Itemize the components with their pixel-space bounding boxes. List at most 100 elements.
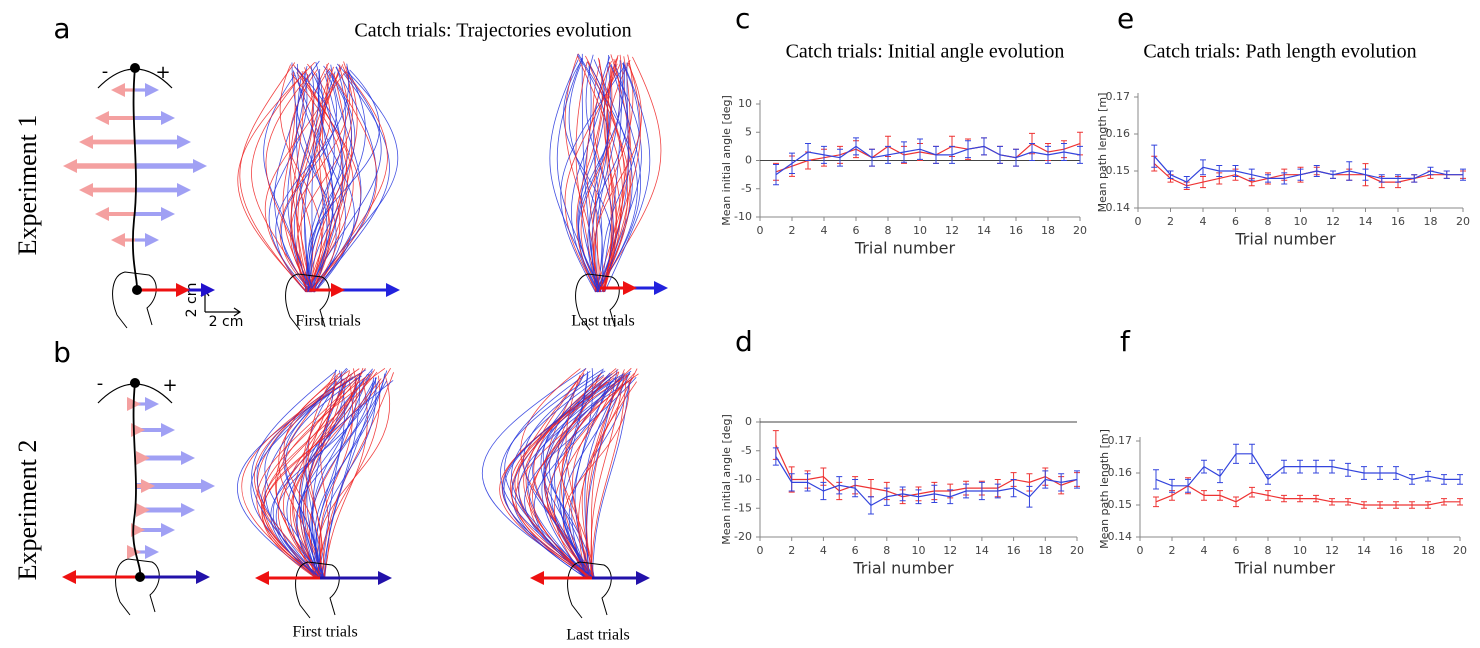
cursor-path [131, 67, 138, 291]
x-tick-label: 6 [1233, 544, 1240, 557]
error-bar [1297, 494, 1303, 503]
arrow-head [79, 135, 93, 149]
arrow-head [161, 111, 175, 125]
trajectory [593, 56, 611, 293]
trajectory [604, 60, 641, 293]
arrow-head [127, 545, 141, 559]
error-bar [901, 141, 907, 163]
y-tick-label: 5 [745, 125, 752, 138]
trajectory [261, 367, 366, 579]
y-tick-label: -10 [734, 210, 752, 223]
trajectory [314, 70, 388, 293]
trajectory [303, 376, 367, 579]
trajectory [294, 66, 343, 293]
series-line [775, 142, 1081, 173]
error-bar [1313, 459, 1319, 474]
arrow-head [177, 135, 191, 149]
error-bar [1217, 469, 1223, 484]
x-tick-label: 10 [1294, 215, 1308, 228]
trajectory [265, 73, 313, 293]
trajectory [595, 60, 621, 293]
trajectory [313, 73, 390, 293]
trajectory [251, 369, 338, 579]
trajectory [261, 377, 358, 579]
error-bar [1345, 462, 1351, 477]
y-tick-label: 0 [745, 415, 752, 428]
trajectory [310, 380, 375, 579]
error-bar [1183, 176, 1190, 189]
x-tick-label: 2 [789, 224, 796, 237]
trajectory [290, 61, 351, 293]
panel-letter: a [53, 12, 70, 45]
x-tick-label: 4 [821, 224, 828, 237]
error-bar [885, 145, 891, 164]
x-tick-label: 20 [1073, 224, 1087, 237]
trajectory [317, 370, 373, 579]
trajectory [597, 57, 629, 293]
experiment-label: Experiment 2 [13, 440, 42, 581]
arrow-head [111, 233, 125, 247]
error-bar [1077, 145, 1083, 164]
arrow-head [161, 423, 175, 437]
trajectory [309, 368, 357, 579]
trajectory [562, 381, 630, 579]
y-tick-label: -10 [734, 473, 752, 486]
trajectory [594, 54, 634, 293]
x-tick-label: 12 [945, 224, 959, 237]
trajectory [314, 74, 355, 293]
error-bar [917, 138, 923, 160]
error-bar [1427, 166, 1434, 176]
x-tick-label: 12 [943, 544, 957, 557]
error-bar [1010, 479, 1017, 498]
arrow-head [131, 523, 145, 537]
trajectory [581, 381, 637, 579]
error-bar [949, 145, 955, 164]
error-bar [1393, 466, 1399, 480]
chart-title: Catch trials: Initial angle evolution [786, 41, 1065, 63]
trajectory [541, 374, 624, 579]
trajectory [290, 369, 375, 579]
trajectory [549, 59, 600, 293]
trajectory [576, 54, 608, 293]
x-tick-label: 20 [1456, 215, 1470, 228]
trajectory [559, 371, 594, 579]
arrow-head [201, 283, 215, 297]
error-bar [837, 148, 843, 167]
y-tick-label: -5 [741, 182, 752, 195]
trajectory [324, 373, 361, 579]
y-tick-label: -20 [734, 530, 752, 543]
error-bar [1362, 168, 1369, 181]
error-bar [1411, 174, 1418, 183]
arrow-head [378, 571, 392, 585]
x-tick-label: 8 [885, 224, 892, 237]
experiment-label: Experiment 1 [13, 115, 42, 256]
trajectory [296, 63, 346, 293]
arrow-head [654, 281, 668, 295]
arrow-head [145, 397, 159, 411]
y-tick-label: 10 [738, 97, 752, 110]
trajectory [602, 63, 640, 293]
trajectory [292, 378, 382, 579]
error-bar [1013, 148, 1019, 167]
trajectory [283, 369, 350, 579]
error-bar [1346, 161, 1353, 181]
trajectory [307, 63, 382, 293]
error-bar [1441, 474, 1447, 485]
error-bar [1409, 501, 1415, 509]
trajectory [568, 61, 603, 293]
arrow-head [95, 111, 109, 125]
trajectory [313, 73, 348, 293]
x-tick-label: 4 [820, 544, 827, 557]
error-bar [1153, 469, 1159, 490]
arrow-head [255, 571, 269, 585]
error-bar [1216, 164, 1223, 178]
x-tick-label: 6 [852, 544, 859, 557]
error-bar [1281, 459, 1287, 474]
series-line [1155, 485, 1460, 506]
error-bar [978, 481, 985, 501]
trajectory [543, 377, 634, 579]
error-bar [1313, 494, 1319, 503]
trajectory [556, 57, 602, 293]
error-bar [852, 479, 859, 498]
